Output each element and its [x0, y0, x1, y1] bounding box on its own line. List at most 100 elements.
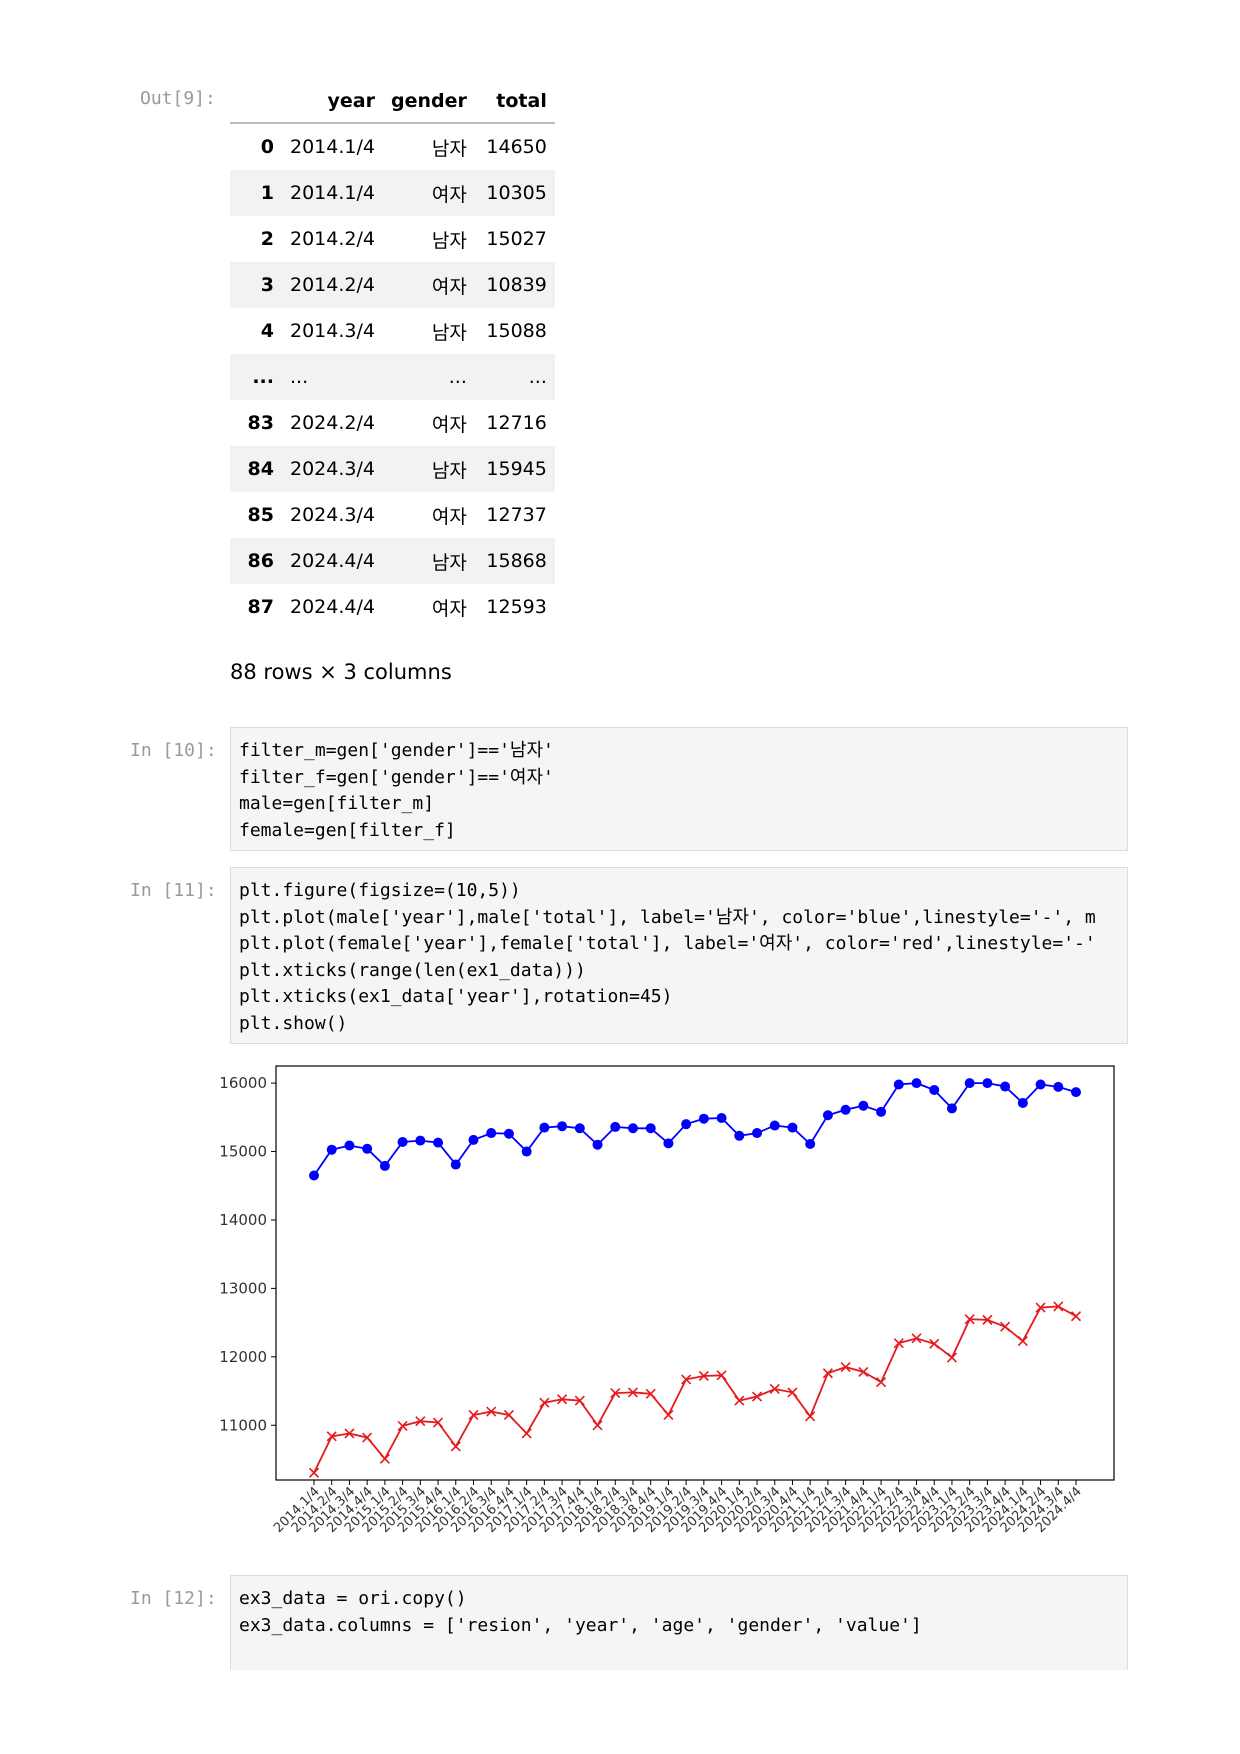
code-line: plt.xticks(range(len(ex1_data))): [239, 959, 586, 981]
column-header-year: year: [282, 80, 383, 124]
code-line: plt.plot(female['year'],female['total'],…: [239, 933, 1096, 954]
row-index: ...: [252, 366, 274, 388]
code-line: female=gen[filter_f]: [239, 819, 456, 841]
data-point: [822, 1110, 833, 1121]
data-point: [1053, 1301, 1064, 1312]
data-point: [362, 1432, 373, 1443]
y-tick-label: 11000: [219, 1416, 267, 1434]
data-point: [929, 1084, 940, 1095]
cell-gender: 남자: [431, 459, 467, 482]
cell-year: ...: [290, 366, 309, 388]
data-point: [344, 1140, 355, 1151]
data-point: [769, 1120, 780, 1131]
data-point: [858, 1100, 869, 1111]
data-point: [751, 1391, 763, 1402]
table-row: 1 2014.1/4 여자 10305: [230, 170, 555, 216]
row-index: 2: [260, 228, 274, 250]
cell-total: 15945: [486, 458, 547, 480]
data-point: [698, 1370, 709, 1382]
cell-year: 2024.4/4: [290, 550, 375, 572]
y-tick-label: 12000: [219, 1348, 267, 1366]
in-prompt-10: In [10]:: [130, 740, 217, 761]
cell-year: 2014.1/4: [290, 136, 375, 158]
dataframe-shape: 88 rows × 3 columns: [230, 660, 452, 684]
y-tick-label: 13000: [219, 1279, 267, 1297]
data-point: [681, 1119, 692, 1130]
table-row: 87 2024.4/4 여자 12593: [230, 584, 555, 630]
table-row: 85 2024.3/4 여자 12737: [230, 492, 555, 538]
data-point: [592, 1420, 603, 1431]
in-prompt-12: In [12]:: [130, 1588, 217, 1609]
data-point: [1017, 1097, 1028, 1108]
data-point: [486, 1406, 497, 1417]
code-line: male=gen[filter_m]: [239, 793, 435, 814]
cell-total: 12593: [486, 596, 547, 618]
data-point: [468, 1409, 479, 1421]
table-header-row: year gender total: [230, 80, 555, 124]
code-line: ex3_data.columns = ['resion', 'year', 'a…: [239, 1614, 922, 1636]
code-cell-10[interactable]: filter_m=gen['gender']=='남자' filter_f=ge…: [230, 727, 1128, 851]
code-cell-11[interactable]: plt.figure(figsize=(10,5)) plt.plot(male…: [230, 867, 1128, 1044]
data-point: [574, 1395, 585, 1406]
cell-total: 15868: [486, 550, 547, 572]
data-point: [415, 1416, 426, 1427]
code-editor[interactable]: filter_m=gen['gender']=='남자' filter_f=ge…: [231, 728, 1127, 850]
row-index: 87: [247, 596, 274, 618]
row-index: 0: [260, 136, 274, 158]
cell-gender: 여자: [431, 183, 467, 206]
data-point: [769, 1383, 780, 1395]
cell-total: 12716: [486, 412, 547, 434]
code-editor[interactable]: plt.figure(figsize=(10,5)) plt.plot(male…: [231, 868, 1127, 1043]
data-point: [681, 1374, 692, 1385]
data-point: [911, 1333, 922, 1344]
data-point: [557, 1394, 568, 1405]
row-index: 83: [247, 412, 274, 434]
cell-total: 10305: [486, 182, 547, 204]
data-point: [858, 1366, 869, 1377]
column-header-gender: gender: [382, 80, 475, 124]
cell-year: 2014.3/4: [290, 320, 375, 342]
code-line: ex3_data = ori.copy(): [239, 1588, 467, 1609]
plot-area: [275, 1065, 1115, 1481]
data-point: [982, 1078, 993, 1089]
data-point: [1071, 1087, 1081, 1098]
code-cell-12[interactable]: ex3_data = ori.copy() ex3_data.columns =…: [230, 1575, 1128, 1670]
data-point: [521, 1146, 532, 1157]
data-point: [805, 1139, 816, 1150]
data-point: [964, 1314, 975, 1325]
code-editor[interactable]: ex3_data = ori.copy() ex3_data.columns =…: [231, 1576, 1127, 1649]
data-point: [734, 1395, 745, 1406]
cell-year: 2024.3/4: [290, 458, 375, 480]
table-row: 4 2014.3/4 남자 15088: [230, 308, 555, 354]
code-line: plt.xticks(ex1_data['year'],rotation=45): [239, 986, 673, 1007]
data-point: [379, 1160, 390, 1171]
data-point: [876, 1106, 887, 1117]
data-point: [946, 1352, 958, 1363]
data-point: [539, 1122, 550, 1133]
data-point: [362, 1143, 373, 1154]
cell-total: 15088: [486, 320, 547, 342]
data-point: [645, 1388, 656, 1399]
data-point: [1000, 1081, 1011, 1092]
data-point: [627, 1123, 638, 1134]
table-row: 83 2024.2/4 여자 12716: [230, 400, 555, 446]
code-line: plt.show(): [239, 1012, 348, 1034]
out-prompt: Out[9]:: [140, 88, 216, 109]
data-point: [716, 1370, 727, 1381]
data-point: [663, 1409, 674, 1421]
data-point: [663, 1138, 674, 1149]
data-point: [309, 1170, 319, 1181]
dataframe-table: year gender total 0 2014.1/4 남자 14650 1 2014.…: [230, 80, 555, 630]
row-index: 86: [247, 550, 274, 572]
data-point: [326, 1144, 337, 1155]
data-point: [539, 1397, 550, 1408]
data-point: [698, 1113, 709, 1124]
data-point: [627, 1387, 639, 1398]
data-point: [397, 1420, 408, 1432]
data-point: [964, 1078, 975, 1089]
row-index: 84: [247, 458, 274, 480]
data-point: [433, 1137, 444, 1148]
data-point: [946, 1103, 957, 1114]
data-point: [982, 1314, 993, 1325]
data-point: [503, 1128, 514, 1139]
